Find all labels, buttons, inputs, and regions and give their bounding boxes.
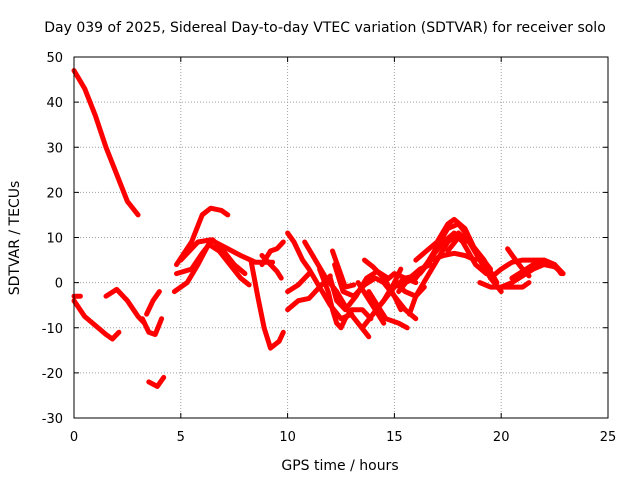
x-tick-label: 5	[177, 430, 185, 445]
series-arc-37	[477, 262, 566, 290]
series-arc-14	[259, 239, 286, 268]
axis-ticks: 0 5 10 15 20 25 -30 -20 -10 0 10 20 30 40 50	[42, 51, 617, 445]
x-axis-label: GPS time / hours	[281, 458, 398, 474]
series-arc-34	[417, 250, 479, 277]
series-arc-11	[178, 237, 276, 265]
series-arc-17	[285, 230, 355, 322]
y-tick-label: -10	[42, 322, 63, 337]
y-tick-label: 20	[46, 186, 63, 201]
series-arc-26	[366, 289, 410, 331]
series-arc-19	[317, 266, 374, 331]
series-arc-16	[285, 271, 312, 295]
y-tick-label: -20	[42, 367, 63, 382]
series-arc-40	[498, 280, 532, 290]
y-tick-label: 40	[46, 96, 63, 111]
series-arc-8	[171, 241, 252, 295]
y-axis-label: SDTVAR / TECUs	[7, 181, 23, 296]
series-arc-2	[71, 298, 122, 342]
series-arc-36	[445, 235, 493, 272]
y-tick-label: 30	[46, 141, 63, 156]
x-tick-label: 15	[386, 430, 403, 445]
series-arc-1	[71, 68, 141, 218]
y-tick-label: 0	[55, 277, 63, 292]
series-arc-4	[103, 286, 147, 326]
series-arc-9	[174, 205, 231, 268]
series-arc-24	[355, 280, 387, 326]
series-arc-41	[509, 257, 564, 281]
series-arc-6	[144, 289, 162, 317]
series-arc-5	[139, 316, 165, 337]
x-tick-label: 25	[600, 430, 617, 445]
data-series-group	[71, 68, 566, 389]
y-tick-label: 10	[46, 232, 63, 247]
y-tick-label: -30	[42, 412, 63, 427]
series-arc-28	[359, 266, 404, 331]
series-arc-7	[146, 374, 167, 389]
chart-title: Day 039 of 2025, Sidereal Day-to-day VTE…	[44, 20, 606, 36]
plot-frame	[73, 56, 609, 419]
x-tick-label: 20	[493, 430, 510, 445]
series-arc-39	[505, 246, 532, 279]
x-tick-label: 10	[279, 430, 296, 445]
y-tick-label: 50	[46, 51, 63, 66]
series-arc-12	[248, 259, 286, 351]
x-tick-label: 0	[70, 430, 78, 445]
grid	[74, 57, 608, 418]
series-arc-22	[330, 248, 357, 290]
